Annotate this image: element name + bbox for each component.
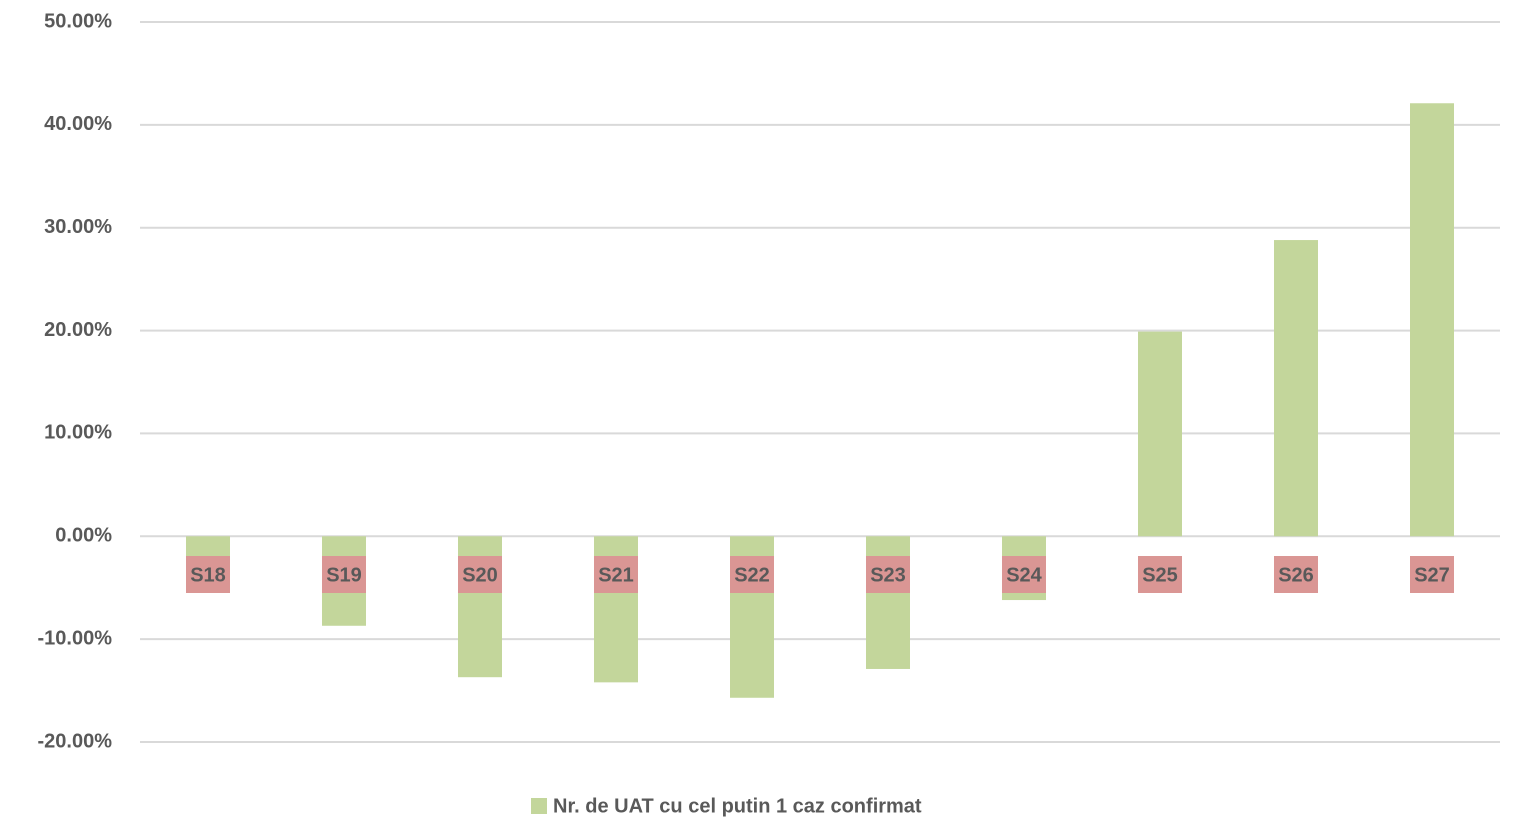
- x-tick-label: S21: [598, 564, 634, 586]
- y-tick-label: 10.00%: [44, 422, 112, 444]
- category-label-box: [458, 556, 502, 593]
- category-label-box: [322, 556, 366, 593]
- x-tick-label: S20: [462, 564, 498, 586]
- category-label-box: [866, 556, 910, 593]
- x-tick-label: S24: [1006, 564, 1042, 586]
- y-tick-label: 40.00%: [44, 113, 112, 135]
- x-tick-label: S25: [1142, 564, 1178, 586]
- y-tick-label: 50.00%: [44, 10, 112, 32]
- x-tick-label: S23: [870, 564, 906, 586]
- bar: [1274, 240, 1318, 537]
- category-label-box: [1002, 556, 1046, 593]
- category-label-box: [186, 556, 230, 593]
- x-tick-label: S22: [734, 564, 770, 586]
- bar: [1410, 103, 1454, 537]
- y-tick-label: 30.00%: [44, 216, 112, 238]
- bar: [1138, 331, 1182, 537]
- legend-label: Nr. de UAT cu cel putin 1 caz confirmat: [553, 795, 922, 817]
- category-label-box: [594, 556, 638, 593]
- x-tick-label: S18: [190, 564, 226, 586]
- category-label-box: [1410, 556, 1454, 593]
- y-tick-label: 20.00%: [44, 319, 112, 341]
- legend-swatch: [531, 798, 547, 814]
- x-tick-label: S27: [1414, 564, 1450, 586]
- x-tick-label: S26: [1278, 564, 1314, 586]
- category-label-box: [1274, 556, 1318, 593]
- y-tick-label: -10.00%: [38, 627, 113, 649]
- y-tick-label: 0.00%: [55, 525, 112, 547]
- y-tick-label: -20.00%: [38, 730, 113, 752]
- category-label-box: [730, 556, 774, 593]
- x-tick-label: S19: [326, 564, 362, 586]
- category-label-box: [1138, 556, 1182, 593]
